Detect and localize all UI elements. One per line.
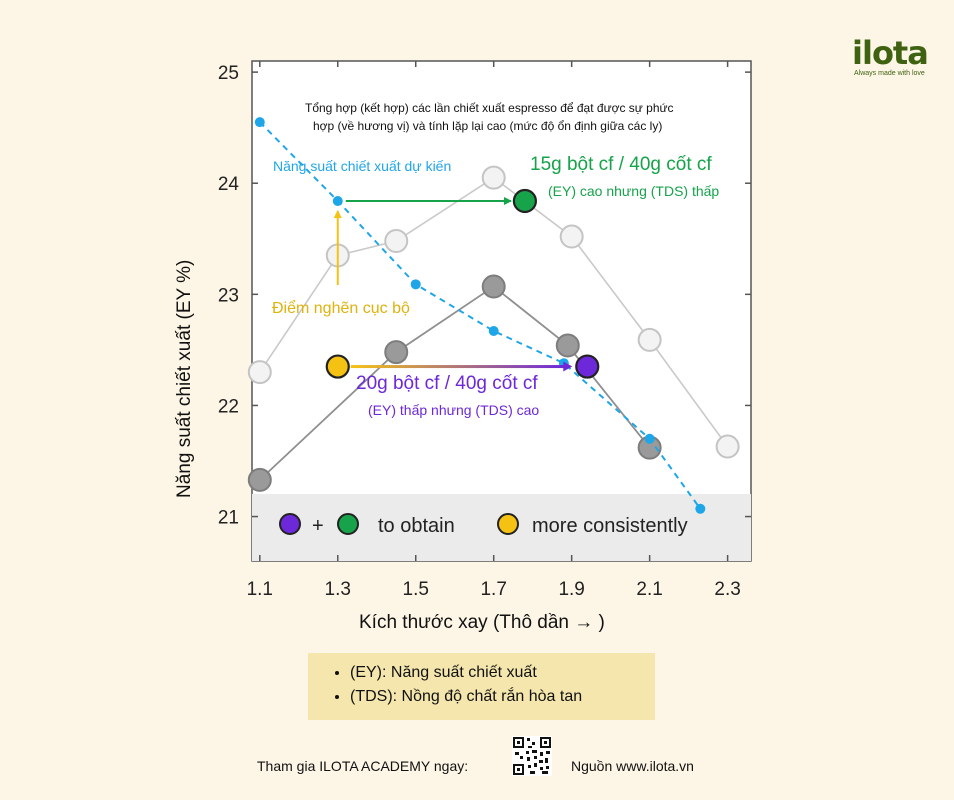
green-title: 15g bột cf / 40g cốt cf [530,154,712,175]
expected-yield-point [332,196,343,206]
light-gray-point [559,224,584,249]
top-note-line2: hợp (về hương vị) và tính lặp lại cao (m… [313,119,662,133]
plot-frame [251,60,752,562]
x-tick-label: 1.9 [558,579,584,600]
y-tick-label: 22 [218,396,239,417]
x-tick-label: 2.3 [714,579,740,600]
footer-source-text: Nguồn www.ilota.vn [571,758,694,774]
band-text-consistently: more consistently [532,515,688,537]
footer-academy-text: Tham gia ILOTA ACADEMY ngay: [257,758,469,774]
light-gray-point [637,327,662,352]
light-gray-point [715,434,740,459]
expected-yield-label: Năng suất chiết xuất dự kiến [273,158,451,174]
green-subtitle: (EY) cao nhưng (TDS) thấp [548,183,719,199]
purple-highlight-point [575,354,600,379]
local-bottleneck-label: Điểm nghẽn cục bộ [272,299,410,317]
dark-gray-point [384,340,409,365]
logo-word: ilota [852,34,929,72]
y-tick-label: 21 [218,508,239,529]
abbreviation-legend: (EY): Năng suất chiết xuất (TDS): Nồng đ… [308,653,655,720]
top-note-line1: Tổng hợp (kết hợp) các lần chiết xuất es… [305,101,674,115]
light-gray-point [481,165,506,190]
legend-item-ey: (EY): Năng suất chiết xuất [350,661,655,685]
ilota-logo: ilota Always made with love [852,36,932,77]
dark-gray-point [247,467,272,492]
x-axis-label: Kích thước xay (Thô dần → ) [359,612,605,633]
x-tick-label: 1.1 [247,579,273,600]
x-tick-label: 2.1 [636,579,662,600]
x-tick-label: 1.3 [325,579,351,600]
dark-gray-point [555,333,580,358]
x-tick-label: 1.5 [403,579,429,600]
expected-yield-point [695,503,706,514]
band-purple-dot [279,513,301,535]
yellow-to-purple-arrowhead [563,361,573,372]
expected-yield-point [488,326,499,336]
y-axis-label: Năng suất chiết xuất (EY %) [174,260,195,498]
y-tick-label: 23 [218,285,239,306]
band-yellow-dot [497,513,519,535]
x-tick-label: 1.7 [480,579,506,600]
expected-yield-point [254,117,265,128]
dark-gray-point [481,274,506,299]
expected-yield-point [644,433,655,444]
band-green-dot [337,513,359,535]
qr-code-icon[interactable] [512,736,552,776]
green-highlight-point [512,188,537,214]
purple-subtitle: (EY) thấp nhưng (TDS) cao [368,402,539,418]
logo-tagline: Always made with love [854,70,925,77]
y-tick-label: 25 [218,63,239,84]
yellow-highlight-point [325,354,350,379]
band-text-obtain: to obtain [378,515,455,537]
light-gray-point [247,360,272,385]
legend-item-tds: (TDS): Nồng độ chất rắn hòa tan [350,685,655,709]
light-gray-point [384,229,409,253]
purple-title: 20g bột cf / 40g cốt cf [356,373,538,394]
yellow-to-purple-arrow [350,365,565,369]
band-plus: + [312,515,324,537]
y-tick-label: 24 [218,174,240,195]
expected-yield-point [410,279,421,290]
